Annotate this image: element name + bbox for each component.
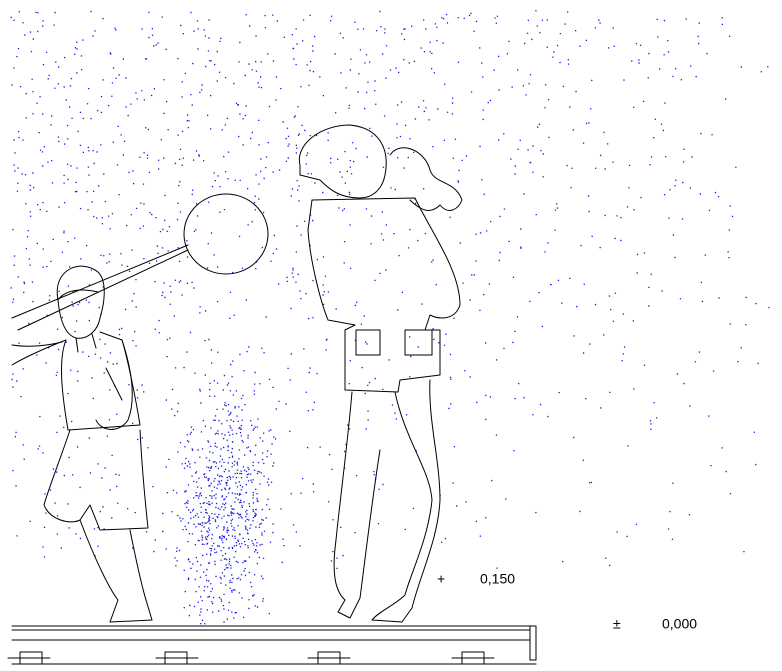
sprinkle-dots — [10, 10, 770, 625]
child-figure — [11, 265, 153, 623]
level-sign: + — [437, 571, 445, 587]
level-value: 0,150 — [480, 571, 515, 587]
adult-figure — [298, 124, 463, 623]
level-value: 0,000 — [662, 616, 697, 632]
level-sign: ± — [613, 616, 621, 632]
floor-slab — [7, 625, 537, 665]
balloon — [11, 193, 269, 331]
